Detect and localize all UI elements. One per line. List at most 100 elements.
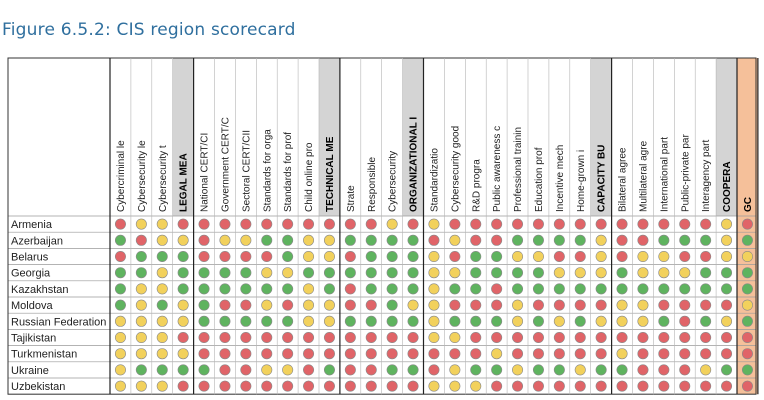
score-dot [303, 364, 315, 376]
score-dot [323, 315, 335, 327]
score-dot [553, 283, 565, 295]
score-dot [428, 267, 440, 279]
score-dot [114, 218, 126, 230]
score-dot [553, 315, 565, 327]
score-dot [344, 234, 356, 246]
score-dot [282, 348, 294, 360]
score-dot [741, 348, 753, 360]
score-dot [428, 251, 440, 263]
score-dot [407, 267, 419, 279]
score-dot [574, 380, 586, 392]
score-dot [532, 364, 544, 376]
score-dot [428, 299, 440, 311]
score-dot [637, 348, 649, 360]
score-dot [658, 251, 670, 263]
score-dot [721, 299, 733, 311]
score-dot [323, 251, 335, 263]
score-dot [303, 267, 315, 279]
score-dot [240, 315, 252, 327]
score-dot [365, 315, 377, 327]
score-dot [365, 331, 377, 343]
score-dot [177, 251, 189, 263]
score-dot [344, 331, 356, 343]
score-dot [344, 218, 356, 230]
country-label: Ukraine [11, 365, 49, 377]
score-dot [532, 218, 544, 230]
score-dot [407, 315, 419, 327]
score-dot [491, 267, 503, 279]
score-dot [114, 364, 126, 376]
score-dot [323, 234, 335, 246]
score-dot [449, 380, 461, 392]
column-header: Incentive mech [555, 145, 566, 212]
score-dot [261, 234, 273, 246]
column-header: R&D progra [471, 159, 482, 212]
score-dot [323, 218, 335, 230]
score-dot [553, 299, 565, 311]
score-dot [637, 380, 649, 392]
score-dot [491, 315, 503, 327]
score-dot [407, 348, 419, 360]
score-dot [135, 251, 147, 263]
score-dot [386, 380, 398, 392]
score-dot [156, 331, 168, 343]
score-dot [553, 331, 565, 343]
score-dot [156, 251, 168, 263]
score-dot [721, 364, 733, 376]
score-dot [721, 218, 733, 230]
score-dot [219, 283, 231, 295]
score-dot [114, 348, 126, 360]
score-dot [595, 299, 607, 311]
column-header: Standards for prof [283, 132, 294, 212]
score-dot [721, 251, 733, 263]
score-dot [219, 348, 231, 360]
score-dot [407, 251, 419, 263]
score-dot [135, 348, 147, 360]
column-header: Government CERT/C [220, 117, 231, 212]
score-dot [616, 218, 628, 230]
score-dot [574, 348, 586, 360]
column-header: Strate [346, 185, 357, 212]
score-dot [449, 234, 461, 246]
country-label: Turkmenistan [11, 349, 77, 361]
score-dot [365, 234, 377, 246]
score-dot [470, 331, 482, 343]
score-dot [532, 380, 544, 392]
score-dot [386, 267, 398, 279]
score-dot [344, 348, 356, 360]
score-dot [428, 234, 440, 246]
column-header: Public awareness c [492, 126, 503, 212]
score-dot [428, 331, 440, 343]
country-label: Uzbekistan [11, 381, 65, 393]
country-label: Tajikistan [11, 333, 56, 345]
column-header: Sectoral CERT/CII [241, 130, 252, 212]
score-dot [114, 267, 126, 279]
column-header: Responsible [367, 157, 378, 212]
country-label: Azerbaijan [11, 235, 63, 247]
score-dot [282, 283, 294, 295]
score-dot [741, 364, 753, 376]
score-dot [428, 380, 440, 392]
score-dot [303, 283, 315, 295]
score-dot [261, 364, 273, 376]
score-dot [470, 380, 482, 392]
score-dot [532, 348, 544, 360]
score-dot [344, 267, 356, 279]
score-dot [491, 299, 503, 311]
score-dot [512, 218, 524, 230]
score-dot [240, 267, 252, 279]
score-dot [114, 331, 126, 343]
score-dot [303, 348, 315, 360]
score-dot [679, 283, 691, 295]
score-dot [658, 299, 670, 311]
score-dot [449, 251, 461, 263]
score-dot [491, 380, 503, 392]
score-dot [470, 234, 482, 246]
score-dot [135, 283, 147, 295]
score-dot [616, 267, 628, 279]
score-dot [344, 283, 356, 295]
score-dot [303, 331, 315, 343]
country-label: Russian Federation [11, 316, 106, 328]
score-dot [616, 380, 628, 392]
score-dot [323, 364, 335, 376]
